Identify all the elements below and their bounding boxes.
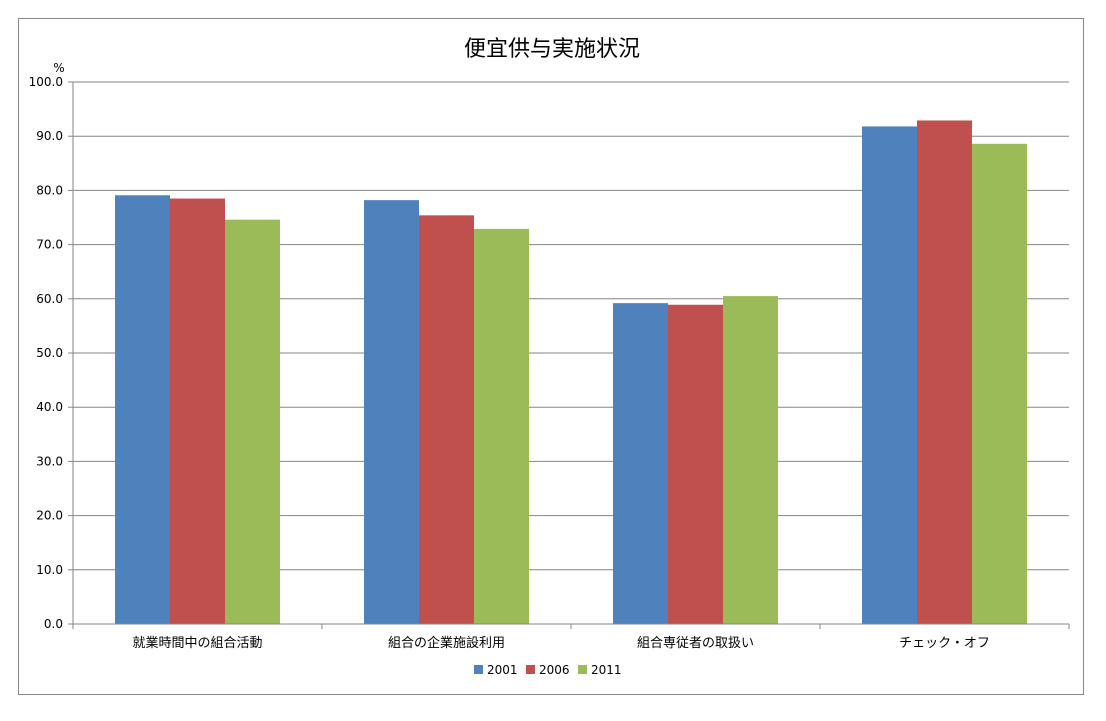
bar-2001: [613, 303, 668, 624]
legend: 2001 2006 2011: [474, 663, 622, 677]
bar-2001: [862, 126, 917, 624]
bar-2006: [170, 198, 225, 624]
legend-swatch-2006: [526, 665, 535, 674]
bar-2006: [419, 215, 474, 624]
x-axis-category-labels: 就業時間中の組合活動 組合の企業施設利用 組合専従者の取扱い チェック・オフ: [132, 635, 989, 651]
legend-swatch-2001: [474, 665, 483, 674]
bar-2006: [668, 304, 723, 624]
y-tick-label: 80.0: [36, 183, 63, 197]
bars: [115, 120, 1027, 625]
bar-2006: [917, 120, 972, 625]
y-tick-label: 70.0: [36, 238, 63, 252]
bar-2001: [115, 195, 170, 624]
legend-label: 2001: [487, 663, 518, 677]
legend-swatch-2011: [578, 665, 587, 674]
x-category-label: 就業時間中の組合活動: [132, 635, 262, 651]
legend-label: 2006: [539, 663, 570, 677]
y-tick-label: 90.0: [36, 129, 63, 143]
y-tick-label: 60.0: [36, 292, 63, 306]
legend-label: 2011: [591, 663, 622, 677]
y-tick-label: 50.0: [36, 346, 63, 360]
y-axis-unit-label: %: [53, 61, 64, 75]
bar-2011: [225, 219, 280, 624]
y-tick-label: 100.0: [29, 75, 63, 89]
chart-title: 便宜供与実施状況: [464, 37, 640, 62]
bar-2011: [723, 296, 778, 624]
y-tick-label: 10.0: [36, 563, 63, 577]
y-tick-label: 30.0: [36, 454, 63, 468]
axes: [72, 82, 1070, 629]
x-category-label: チェック・オフ: [899, 636, 990, 651]
x-category-label: 組合専従者の取扱い: [637, 636, 754, 651]
y-tick-label: 0.0: [44, 617, 63, 631]
y-tick-label: 20.0: [36, 509, 63, 523]
bar-2011: [474, 228, 529, 624]
x-category-label: 組合の企業施設利用: [388, 635, 505, 651]
bar-2001: [364, 200, 419, 624]
bar-2011: [972, 143, 1027, 624]
y-tick-label: 40.0: [36, 400, 63, 414]
y-axis-ticks: 0.0 10.0 20.0 30.0 40.0 50.0 60.0 70.0 80.0 90.0 1…: [29, 75, 73, 631]
